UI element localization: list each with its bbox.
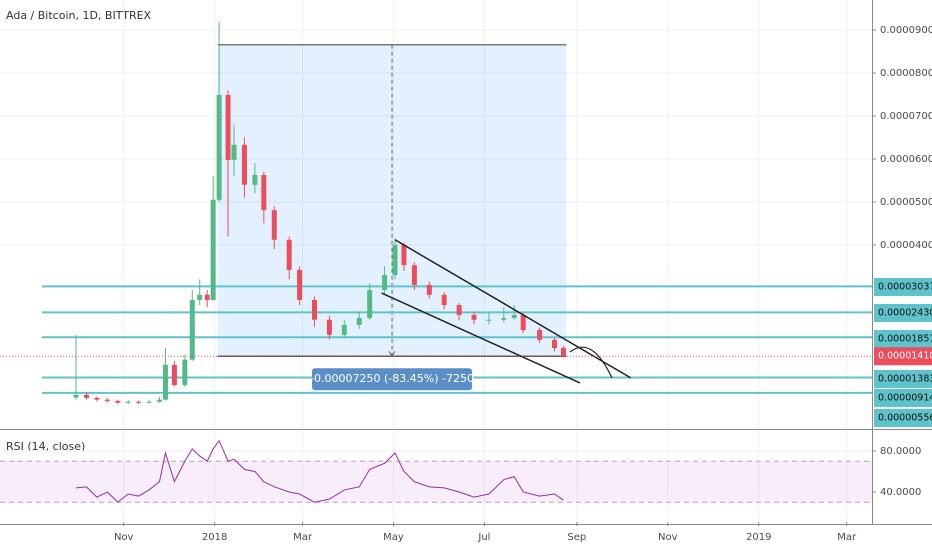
price-line-label: 0.00000556 xyxy=(878,413,932,424)
candle-body xyxy=(271,210,277,240)
candle-body xyxy=(537,330,543,340)
price-line-label: 0.00002430 xyxy=(878,308,932,319)
rsi-band xyxy=(0,461,872,503)
rsi-tick-label: 80.0000 xyxy=(880,446,921,457)
candle-body xyxy=(286,239,292,270)
candle-body xyxy=(197,294,203,300)
candle-body xyxy=(162,364,168,400)
x-tick-label: Sep xyxy=(567,532,586,543)
candle-body xyxy=(231,144,237,160)
last-price-label: 0.00001410 xyxy=(878,351,932,362)
candle-body xyxy=(326,319,332,335)
candle-body xyxy=(115,400,121,403)
x-tick-label: 2018 xyxy=(202,532,227,543)
candle-body xyxy=(392,244,398,276)
marker-tag xyxy=(874,370,932,388)
measure-label: -0.00007250 (-83.45%) -7250 xyxy=(310,372,474,385)
y-tick-label: 0.00004000 xyxy=(880,240,932,251)
rsi-line xyxy=(75,439,564,503)
candle-body xyxy=(189,299,195,360)
candle-body xyxy=(104,399,110,401)
candle-body xyxy=(146,401,152,403)
candle-body xyxy=(136,401,142,403)
candle-body xyxy=(441,294,447,306)
price-line-tag xyxy=(874,389,932,407)
candle-body xyxy=(241,144,247,185)
candle-body xyxy=(552,339,558,349)
price-line-label: 0.00000914 xyxy=(878,393,932,404)
price-line-label: 0.00001851 xyxy=(878,334,932,345)
candle-body xyxy=(204,294,210,300)
price-line-label: 0.00003037 xyxy=(878,282,932,293)
candle-body xyxy=(210,199,216,300)
candle-body xyxy=(341,324,347,335)
price-line-tag xyxy=(874,330,932,348)
measure-label-box xyxy=(312,368,473,391)
candle-body xyxy=(297,269,303,300)
x-tick-label: Nov xyxy=(114,532,134,543)
candle-body xyxy=(411,265,417,285)
candle-body xyxy=(182,359,188,386)
price-line-tag xyxy=(874,278,932,296)
rsi-title: RSI (14, close) xyxy=(6,440,85,453)
candle-body xyxy=(83,394,89,398)
x-tick-label: 2019 xyxy=(746,532,771,543)
last-price-tag xyxy=(874,347,932,366)
rsi-tick-label: 40.0000 xyxy=(880,487,921,498)
candle-body xyxy=(401,244,407,266)
candle-body xyxy=(225,94,231,160)
candle-body xyxy=(501,317,507,320)
candle-body xyxy=(73,394,79,398)
candle-body xyxy=(312,299,318,320)
candle-body xyxy=(125,401,131,403)
x-tick-label: Mar xyxy=(293,532,313,543)
candle-body xyxy=(94,397,100,400)
price-line-tag xyxy=(874,409,932,427)
candle-body xyxy=(156,399,162,402)
candle-body xyxy=(520,314,526,331)
candle-body xyxy=(426,284,432,295)
candle-body xyxy=(560,348,566,357)
marker-label: 0.00001383 xyxy=(878,374,932,385)
candle-body xyxy=(171,364,177,386)
x-tick-label: Jul xyxy=(477,532,490,543)
candle-body xyxy=(252,174,258,185)
measure-arrow-head xyxy=(388,350,396,358)
trendline xyxy=(394,239,631,379)
x-tick-label: Mar xyxy=(837,532,857,543)
chart-title: Ada / Bitcoin, 1D, BITTREX xyxy=(6,9,152,22)
price-line-tag xyxy=(874,304,932,322)
candle-body xyxy=(367,290,373,318)
x-tick-label: Nov xyxy=(658,532,678,543)
candle-body xyxy=(471,314,477,320)
candle-body xyxy=(511,314,517,318)
candle-body xyxy=(486,319,492,321)
x-tick-label: May xyxy=(383,532,404,543)
candle-body xyxy=(261,174,267,211)
candle-body xyxy=(356,317,362,325)
candle-body xyxy=(382,275,388,291)
trendline xyxy=(381,292,581,384)
candle-body xyxy=(216,94,222,200)
arc-drawing xyxy=(569,346,613,379)
candle-body xyxy=(456,305,462,315)
